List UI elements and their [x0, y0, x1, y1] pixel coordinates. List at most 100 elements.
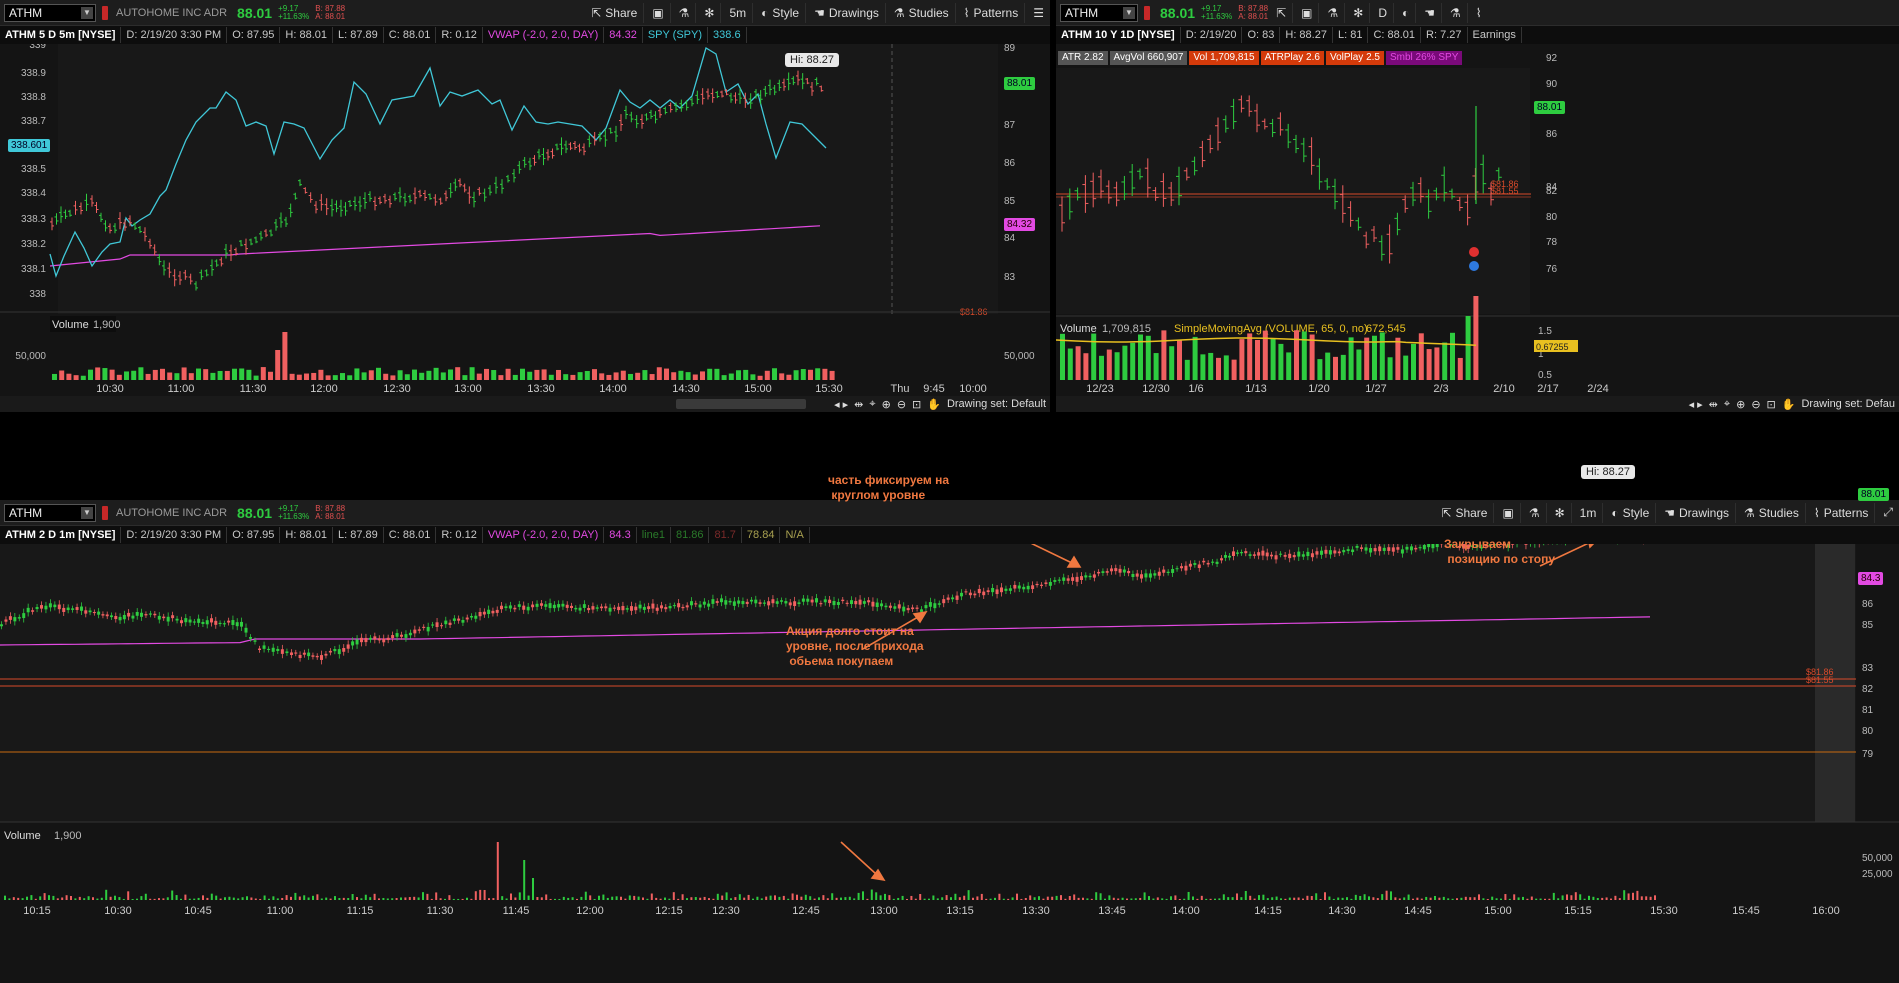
- volume-bar: [563, 374, 569, 380]
- dividend-marker-icon[interactable]: [1469, 261, 1479, 271]
- drawing-set[interactable]: Drawing set: Default: [946, 398, 1046, 410]
- candle-body: [810, 599, 814, 603]
- patterns-button[interactable]: ⌇: [1470, 3, 1488, 23]
- candle-body: [651, 603, 655, 609]
- symbol-input[interactable]: ATHM ▼: [1060, 3, 1138, 22]
- hand-icon[interactable]: ✋: [927, 398, 941, 411]
- flag-icon[interactable]: [1144, 5, 1150, 20]
- settings-button[interactable]: ✻: [698, 2, 722, 23]
- studies-button[interactable]: ⚗: [1444, 2, 1468, 23]
- zoom-out-icon[interactable]: ⊖: [1751, 398, 1761, 411]
- patterns-button[interactable]: ⌇ Patterns: [1808, 502, 1876, 523]
- menu-button[interactable]: ☰: [1027, 3, 1050, 23]
- candle-body: [1405, 546, 1409, 550]
- chevron-down-icon[interactable]: ▼: [81, 6, 93, 19]
- volume-bar: [897, 897, 900, 900]
- volume-bar: [520, 368, 525, 380]
- zoom-out-icon[interactable]: ⊖: [896, 398, 907, 411]
- snapshot-button[interactable]: ▣: [1295, 2, 1320, 23]
- zoom-box-icon[interactable]: ⊡: [912, 398, 922, 411]
- price-chart-1m[interactable]: 898786858382818079 $81.86 $81.55 Volume …: [0, 544, 1899, 983]
- volume-bar: [512, 374, 518, 380]
- volume-bar: [1376, 898, 1379, 900]
- camera-icon: ▣: [652, 5, 664, 20]
- zoom-in-icon[interactable]: ⊕: [881, 398, 891, 411]
- candle-body: [942, 599, 946, 604]
- style-icon: ◐: [1401, 5, 1410, 20]
- style-button[interactable]: ◐: [1396, 2, 1417, 23]
- zoom-in-icon[interactable]: ⊕: [1736, 398, 1746, 411]
- crosshair-icon[interactable]: ⌖: [1723, 397, 1731, 410]
- zoom-box-icon[interactable]: ⊡: [1766, 398, 1776, 411]
- candle-body: [685, 605, 689, 608]
- volume-bar: [439, 898, 442, 900]
- snapshot-button[interactable]: ▣: [646, 2, 671, 23]
- flag-icon[interactable]: [102, 505, 108, 520]
- volume-bar: [444, 898, 446, 900]
- candle-body: [144, 614, 148, 616]
- interval-button[interactable]: 5m: [723, 2, 754, 23]
- candle-body: [285, 651, 289, 654]
- candle-body: [452, 618, 456, 621]
- drawing-set[interactable]: Drawing set: Defau: [1801, 398, 1895, 410]
- annotation-partial-exit: часть фиксируем на круглом уровне: [828, 473, 950, 502]
- share-button[interactable]: ⇱: [1270, 2, 1294, 23]
- candle-body: [964, 591, 968, 593]
- price-chart-5m[interactable]: 339 338.9 338.8 338.7 338.5 338.4 338.3 338.2 33…: [0, 44, 1050, 380]
- scroll-arrows[interactable]: ◂ ▸: [1688, 398, 1703, 411]
- scrollbar-thumb[interactable]: [676, 399, 806, 409]
- expand-button[interactable]: ⤢: [1877, 503, 1899, 523]
- scroll-arrows[interactable]: ◂ ▸: [834, 398, 849, 411]
- pointer-icon: ☚: [814, 5, 825, 20]
- volume-bar: [1178, 898, 1181, 900]
- patterns-button[interactable]: ⌇ Patterns: [958, 2, 1026, 23]
- interval-button[interactable]: 1m: [1574, 502, 1604, 523]
- symbol-input[interactable]: ATHM ▼: [4, 503, 96, 522]
- volume-bar: [804, 894, 807, 900]
- studies-button[interactable]: ⚗ Studies: [1738, 502, 1806, 523]
- candle-body: [732, 601, 736, 606]
- volume-bar: [1262, 330, 1268, 380]
- share-button[interactable]: ⇱ Share: [1435, 502, 1495, 523]
- studies-flask-button[interactable]: ⚗: [1523, 502, 1547, 523]
- volume-bar: [1138, 334, 1143, 380]
- studies-button[interactable]: ⚗ Studies: [888, 2, 956, 23]
- price-axis-tick: 83: [1862, 663, 1874, 674]
- symbol-input[interactable]: ATHM ▼: [4, 3, 96, 22]
- earnings-marker-icon[interactable]: [1469, 247, 1479, 257]
- candle-body: [540, 603, 543, 606]
- style-button[interactable]: ◐ Style: [755, 2, 807, 23]
- time-axis-tick: 11:30: [427, 905, 454, 917]
- volume-bar: [43, 893, 46, 900]
- crosshair-icon[interactable]: ⌖: [869, 397, 876, 410]
- candle-body: [655, 607, 659, 611]
- expand-icon[interactable]: ⇹: [854, 398, 864, 411]
- volume-bar: [1099, 893, 1102, 900]
- interval-button[interactable]: D: [1372, 2, 1394, 23]
- volume-bar: [1442, 342, 1448, 380]
- snapshot-button[interactable]: ▣: [1496, 502, 1521, 523]
- studies-flask-button[interactable]: ⚗: [673, 2, 697, 23]
- settings-button[interactable]: ✻: [1347, 2, 1371, 23]
- volume-value: 1,900: [54, 830, 82, 842]
- time-axis-tick: 11:00: [168, 383, 195, 395]
- settings-button[interactable]: ✻: [1549, 502, 1572, 523]
- chevron-down-icon[interactable]: ▼: [1123, 6, 1135, 19]
- style-button[interactable]: ◐ Style: [1605, 502, 1657, 523]
- share-button[interactable]: ⇱ Share: [585, 2, 645, 23]
- drawings-button[interactable]: ☚: [1418, 2, 1442, 23]
- price-axis-tick: 84: [1546, 182, 1558, 193]
- chevron-down-icon[interactable]: ▼: [81, 506, 93, 519]
- flag-icon[interactable]: [102, 5, 108, 20]
- expand-icon[interactable]: ⇹: [1708, 398, 1718, 411]
- hand-icon[interactable]: ✋: [1781, 398, 1796, 411]
- studies-flask-button[interactable]: ⚗: [1321, 2, 1346, 23]
- candle-body: [135, 611, 139, 616]
- price-change: +9.17 +11.63%: [1201, 3, 1233, 21]
- volume-bar: [461, 898, 464, 900]
- volume-bar: [1450, 332, 1455, 380]
- drawings-button[interactable]: ☚ Drawings: [808, 2, 886, 23]
- drawings-button[interactable]: ☚ Drawings: [1658, 502, 1737, 523]
- candle-body: [1418, 547, 1422, 549]
